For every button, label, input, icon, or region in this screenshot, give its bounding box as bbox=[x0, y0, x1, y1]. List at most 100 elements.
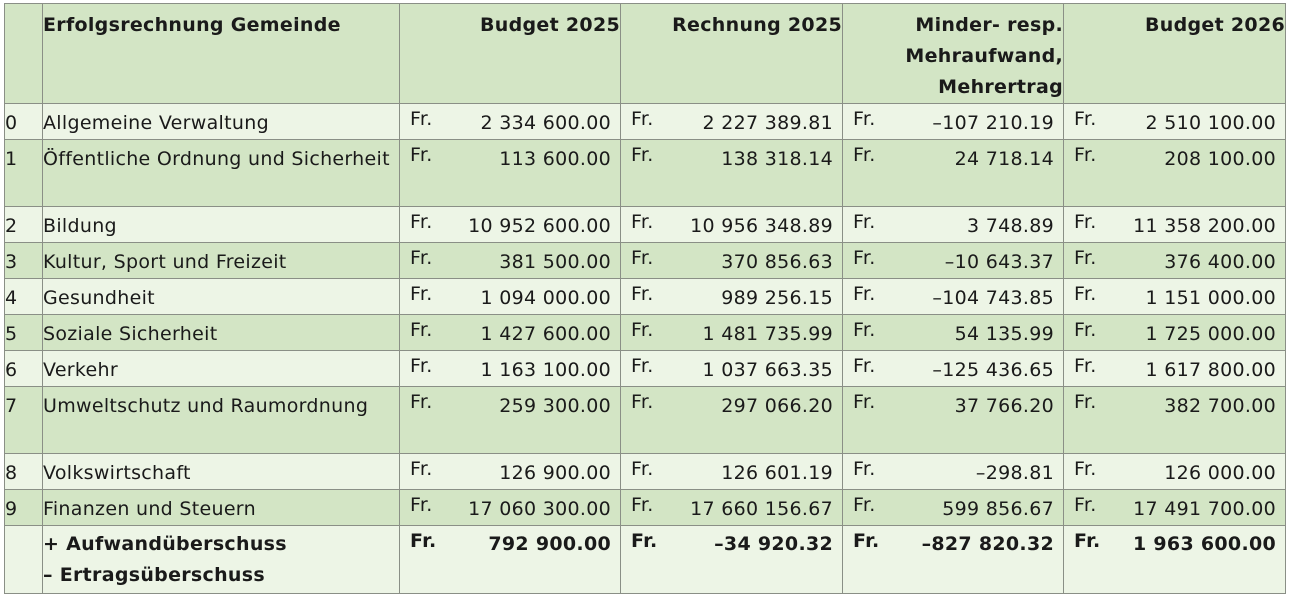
currency-label: Fr. bbox=[631, 458, 654, 480]
row-number: 6 bbox=[4, 350, 43, 387]
currency-label: Fr. bbox=[853, 144, 876, 166]
cell-difference: Fr. –125 436.65 bbox=[842, 350, 1064, 387]
amount: 17 660 156.67 bbox=[690, 498, 833, 520]
row-number: 5 bbox=[4, 314, 43, 351]
header-title: Erfolgsrechnung Gemeinde bbox=[42, 3, 400, 104]
currency-label: Fr. bbox=[631, 247, 654, 269]
amount: 1 617 800.00 bbox=[1145, 359, 1276, 381]
amount: 792 900.00 bbox=[488, 533, 611, 555]
table-row: 1 Öffentliche Ordnung und Sicherheit Fr.… bbox=[4, 139, 1286, 207]
row-name: Soziale Sicherheit bbox=[42, 314, 400, 351]
currency-label: Fr. bbox=[853, 283, 876, 305]
currency-label: Fr. bbox=[410, 319, 433, 341]
cell-rechnung-2025: Fr. 989 256.15 bbox=[620, 278, 843, 315]
amount: 599 856.67 bbox=[942, 498, 1054, 520]
currency-label: Fr. bbox=[853, 319, 876, 341]
currency-label: Fr. bbox=[1074, 530, 1101, 552]
currency-label: Fr. bbox=[410, 458, 433, 480]
currency-label: Fr. bbox=[853, 247, 876, 269]
row-name: Umweltschutz und Raumordnung bbox=[42, 386, 400, 454]
cell-budget-2025: Fr. 1 094 000.00 bbox=[399, 278, 621, 315]
total-budget-2025: Fr. 792 900.00 bbox=[399, 525, 621, 594]
currency-label: Fr. bbox=[853, 355, 876, 377]
header-budget-2025: Budget 2025 bbox=[399, 3, 621, 104]
cell-budget-2025: Fr. 113 600.00 bbox=[399, 139, 621, 207]
amount: 126 900.00 bbox=[499, 462, 611, 484]
currency-label: Fr. bbox=[1074, 319, 1097, 341]
amount: –104 743.85 bbox=[932, 287, 1054, 309]
cell-budget-2026: Fr. 17 491 700.00 bbox=[1063, 489, 1286, 526]
cell-rechnung-2025: Fr. 370 856.63 bbox=[620, 242, 843, 279]
currency-label: Fr. bbox=[1074, 211, 1097, 233]
row-name: Allgemeine Verwaltung bbox=[42, 103, 400, 140]
row-number: 9 bbox=[4, 489, 43, 526]
cell-rechnung-2025: Fr. 297 066.20 bbox=[620, 386, 843, 454]
cell-rechnung-2025: Fr. 1 481 735.99 bbox=[620, 314, 843, 351]
currency-label: Fr. bbox=[631, 108, 654, 130]
cell-difference: Fr. 54 135.99 bbox=[842, 314, 1064, 351]
cell-budget-2026: Fr. 382 700.00 bbox=[1063, 386, 1286, 454]
cell-rechnung-2025: Fr. 17 660 156.67 bbox=[620, 489, 843, 526]
cell-budget-2025: Fr. 2 334 600.00 bbox=[399, 103, 621, 140]
row-name: Öffentliche Ordnung und Sicherheit bbox=[42, 139, 400, 207]
currency-label: Fr. bbox=[1074, 144, 1097, 166]
amount: 138 318.14 bbox=[721, 148, 833, 170]
amount: 1 151 000.00 bbox=[1145, 287, 1276, 309]
amount: 208 100.00 bbox=[1164, 148, 1276, 170]
header-difference: Minder- resp. Mehraufwand, Mehrertrag bbox=[842, 3, 1064, 104]
amount: 370 856.63 bbox=[721, 251, 833, 273]
cell-budget-2026: Fr. 126 000.00 bbox=[1063, 453, 1286, 490]
cell-difference: Fr. 24 718.14 bbox=[842, 139, 1064, 207]
currency-label: Fr. bbox=[410, 494, 433, 516]
amount: 24 718.14 bbox=[954, 148, 1054, 170]
header-budget-2026: Budget 2026 bbox=[1063, 3, 1286, 104]
row-number: 2 bbox=[4, 206, 43, 243]
cell-budget-2026: Fr. 1 151 000.00 bbox=[1063, 278, 1286, 315]
cell-rechnung-2025: Fr. 10 956 348.89 bbox=[620, 206, 843, 243]
cell-budget-2025: Fr. 10 952 600.00 bbox=[399, 206, 621, 243]
amount: 3 748.89 bbox=[966, 215, 1054, 237]
table-row: 8 Volkswirtschaft Fr. 126 900.00 Fr. 126 6… bbox=[4, 453, 1286, 490]
cell-difference: Fr. –107 210.19 bbox=[842, 103, 1064, 140]
amount: 17 060 300.00 bbox=[468, 498, 611, 520]
income-statement-table: Erfolgsrechnung Gemeinde Budget 2025 Rec… bbox=[4, 3, 1286, 594]
table-row: 2 Bildung Fr. 10 952 600.00 Fr. 10 956 348… bbox=[4, 206, 1286, 243]
currency-label: Fr. bbox=[1074, 247, 1097, 269]
total-number bbox=[4, 525, 43, 594]
amount: 17 491 700.00 bbox=[1133, 498, 1276, 520]
currency-label: Fr. bbox=[410, 530, 437, 552]
amount: –827 820.32 bbox=[921, 533, 1054, 555]
total-difference: Fr. –827 820.32 bbox=[842, 525, 1064, 594]
amount: 1 037 663.35 bbox=[702, 359, 833, 381]
currency-label: Fr. bbox=[853, 458, 876, 480]
currency-label: Fr. bbox=[631, 283, 654, 305]
cell-rechnung-2025: Fr. 138 318.14 bbox=[620, 139, 843, 207]
amount: 1 481 735.99 bbox=[702, 323, 833, 345]
currency-label: Fr. bbox=[853, 391, 876, 413]
amount: 10 956 348.89 bbox=[690, 215, 833, 237]
currency-label: Fr. bbox=[1074, 494, 1097, 516]
cell-difference: Fr. –104 743.85 bbox=[842, 278, 1064, 315]
table-row: 6 Verkehr Fr. 1 163 100.00 Fr. 1 037 663.3… bbox=[4, 350, 1286, 387]
cell-budget-2025: Fr. 126 900.00 bbox=[399, 453, 621, 490]
amount: –107 210.19 bbox=[932, 112, 1054, 134]
currency-label: Fr. bbox=[1074, 391, 1097, 413]
row-number: 4 bbox=[4, 278, 43, 315]
currency-label: Fr. bbox=[853, 108, 876, 130]
cell-difference: Fr. 599 856.67 bbox=[842, 489, 1064, 526]
header-row: Erfolgsrechnung Gemeinde Budget 2025 Rec… bbox=[4, 3, 1286, 104]
row-name: Volkswirtschaft bbox=[42, 453, 400, 490]
amount: –34 920.32 bbox=[714, 533, 833, 555]
cell-difference: Fr. –10 643.37 bbox=[842, 242, 1064, 279]
row-name: Kultur, Sport und Freizeit bbox=[42, 242, 400, 279]
row-name: Gesundheit bbox=[42, 278, 400, 315]
currency-label: Fr. bbox=[631, 494, 654, 516]
total-label-deficit: + Aufwandüberschuss bbox=[43, 533, 287, 555]
header-rechnung-2025: Rechnung 2025 bbox=[620, 3, 843, 104]
currency-label: Fr. bbox=[853, 211, 876, 233]
cell-budget-2026: Fr. 11 358 200.00 bbox=[1063, 206, 1286, 243]
currency-label: Fr. bbox=[631, 319, 654, 341]
total-label: + Aufwandüberschuss – Ertragsüberschuss bbox=[42, 525, 400, 594]
amount: 126 601.19 bbox=[721, 462, 833, 484]
row-number: 1 bbox=[4, 139, 43, 207]
